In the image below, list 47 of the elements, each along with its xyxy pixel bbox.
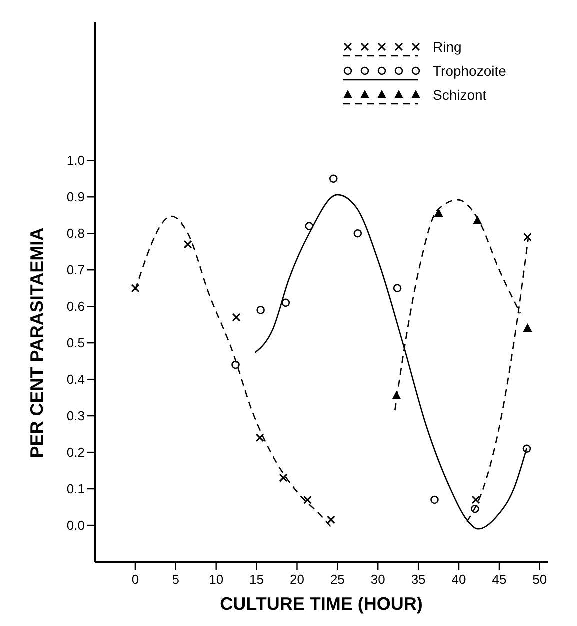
y-tick-label: 0.7 — [66, 262, 85, 278]
legend-label: Trophozoite — [433, 62, 507, 79]
point — [472, 496, 480, 504]
x-tick-label: 0 — [132, 572, 140, 587]
y-tick-label: 0.6 — [66, 299, 85, 314]
point — [256, 434, 264, 442]
point — [329, 174, 338, 184]
point — [131, 284, 140, 293]
y-tick-label: 0.5 — [66, 336, 85, 351]
x-tick-label: 20 — [290, 572, 304, 587]
point — [523, 323, 532, 332]
point — [434, 208, 444, 218]
point — [232, 313, 241, 322]
point — [279, 474, 288, 482]
y-tick-label: 0.9 — [66, 190, 85, 205]
x-tick-label: 40 — [452, 572, 466, 587]
x-tick-label: 45 — [492, 572, 507, 587]
y-tick-label: 0.2 — [66, 445, 85, 460]
point — [326, 516, 336, 524]
point — [282, 298, 290, 308]
x-tick-label: 30 — [370, 572, 386, 587]
y-tick-label: 0.1 — [66, 482, 85, 497]
point — [256, 306, 265, 314]
x-tick-label: 5 — [172, 572, 180, 587]
x-tick-label: 15 — [250, 572, 264, 587]
point — [232, 360, 240, 370]
x-tick-label: 35 — [411, 572, 426, 587]
point — [430, 496, 439, 504]
x-tick-label: 10 — [209, 572, 224, 587]
point — [524, 233, 532, 242]
x-axis-title: CULTURE TIME (HOUR) — [220, 594, 423, 614]
legend-label: Ring — [433, 38, 462, 55]
y-tick-label: 0.8 — [66, 226, 85, 242]
point — [354, 229, 362, 238]
y-axis-title: PER CENT PARASITAEMIA — [27, 228, 47, 458]
point — [304, 496, 312, 504]
point — [393, 284, 402, 292]
y-tick-label: 0.0 — [66, 518, 85, 534]
y-tick-label: 0.3 — [66, 408, 85, 424]
y-tick-label: 0.4 — [66, 372, 85, 388]
point — [473, 216, 482, 224]
point — [184, 240, 192, 249]
y-tick-label: 1.0 — [66, 153, 85, 168]
legend-label: Schizont — [433, 86, 487, 103]
x-tick-label: 50 — [532, 572, 548, 587]
line-series — [134, 216, 334, 530]
x-tick-label: 25 — [330, 572, 345, 587]
